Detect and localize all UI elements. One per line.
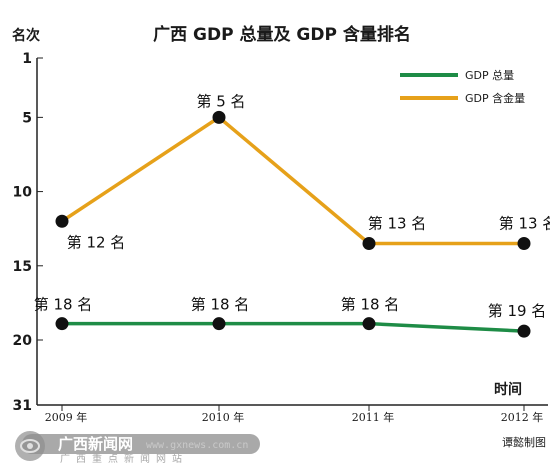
x-tick-label: 2012 年: [501, 410, 544, 424]
watermark-logo-icon: [15, 431, 45, 461]
y-tick-label: 10: [13, 185, 33, 201]
y-tick-label: 31: [13, 398, 32, 414]
data-label: 第 13 名: [368, 215, 427, 233]
legend-label-gdp-total: GDP 总量: [465, 68, 514, 82]
x-tick-label: 2011 年: [352, 410, 395, 424]
data-label: 第 13 名: [499, 215, 550, 233]
legend: GDP 总量 GDP 含金量: [400, 68, 525, 105]
watermark-url: www.gxnews.com.cn: [146, 440, 248, 451]
data-point: [362, 237, 376, 251]
y-tick-label: 20: [13, 333, 33, 349]
x-tick-label: 2009 年: [45, 410, 88, 424]
data-label: 第 5 名: [196, 92, 245, 110]
y-tick-label: 5: [22, 110, 32, 126]
y-tick-label: 1: [22, 51, 32, 67]
data-point: [362, 317, 376, 331]
data-point: [55, 317, 69, 331]
data-label: 第 18 名: [34, 296, 93, 314]
x-axis-label: 时间: [494, 381, 522, 398]
series-line-1: [61, 115, 524, 246]
legend-label-gdp-gold: GDP 含金量: [465, 91, 525, 105]
data-label: 第 18 名: [191, 296, 250, 314]
watermark-name: 广西新闻网: [58, 435, 133, 453]
x-ticks: 2009 年 2010 年 2011 年 2012 年: [45, 405, 544, 424]
data-point: [517, 324, 531, 338]
series-line-0: [62, 321, 525, 333]
watermark-subtitle: 广西重点新闻网站: [60, 452, 188, 465]
data-point: [212, 317, 226, 331]
data-label: 第 18 名: [341, 296, 400, 314]
watermark-banner: [22, 434, 260, 454]
chart-title: 广西 GDP 总量及 GDP 含量排名: [153, 24, 411, 45]
watermark: 广西新闻网 www.gxnews.com.cn 广西重点新闻网站: [15, 431, 260, 465]
data-point: [55, 214, 69, 228]
y-axis-label: 名次: [12, 27, 40, 44]
data-point: [212, 110, 226, 124]
credit: 谭懿制图: [502, 435, 546, 449]
y-tick-label: 15: [13, 259, 32, 275]
data-label: 第 12 名: [67, 233, 126, 251]
series-layer: 第 18 名 第 18 名 第 18 名 第 19 名 第 12 名 第 5 名第 13 …: [34, 92, 550, 338]
data-point: [517, 237, 531, 251]
data-label: 第 19 名: [488, 302, 547, 320]
x-tick-label: 2010 年: [202, 410, 245, 424]
